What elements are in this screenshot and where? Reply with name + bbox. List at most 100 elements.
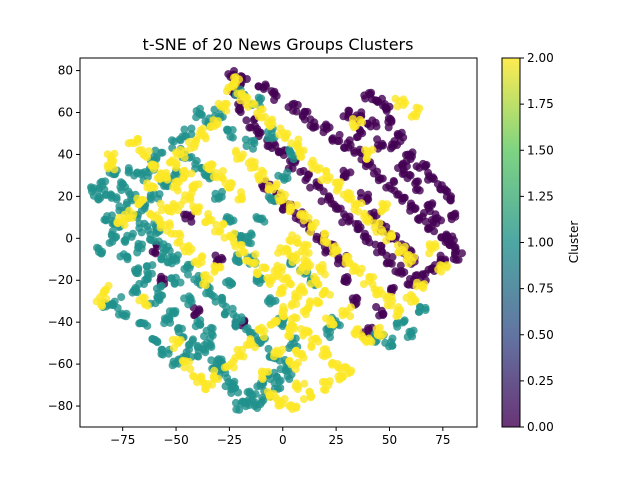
scatter-point [233,89,249,105]
y-tick-label: 0 [65,231,73,245]
scatter-dot [259,396,268,404]
scatter-point [92,293,111,310]
scatter-point [391,261,409,278]
scatter-dot [293,239,302,247]
scatter-dot [361,237,370,246]
scatter-dot [310,118,319,127]
scatter-dot [259,85,268,93]
scatter-dot [231,318,240,326]
scatter-dot [96,293,105,302]
scatter-dot [259,333,268,341]
scatter-dot [204,214,213,223]
scatter-dot [332,186,341,195]
scatter-dot [180,125,189,134]
scatter-point [291,379,309,393]
scatter-dot [328,135,337,144]
scatter-dot [101,215,110,224]
scatter-dot [307,341,316,350]
scatter-dot [287,360,296,369]
scatter-point [222,276,237,290]
scatter-point [402,290,420,306]
scatter-point [434,261,451,276]
scatter-dot [192,113,201,122]
scatter-dot [225,214,234,223]
scatter-dot [368,116,377,125]
scatter-point [442,187,455,205]
scatter-dot [196,126,205,135]
scatter-point [425,240,440,258]
scatter-dot [255,279,264,287]
scatter-dot [339,190,348,199]
scatter-dot [181,357,190,366]
scatter-dot [266,194,275,203]
scatter-dot [210,105,219,114]
scatter-dot [382,259,391,268]
scatter-dot [312,334,321,343]
scatter-dot [120,236,129,245]
scatter-dot [145,235,154,244]
scatter-point [206,116,223,131]
scatter-point [398,166,415,183]
scatter-dot [210,122,219,131]
scatter-point [180,188,196,205]
scatter-dot [197,258,206,267]
scatter-point [382,292,397,310]
scatter-point [414,303,430,316]
scatter-dot [306,183,315,192]
scatter-dot [398,196,407,205]
scatter-dot [155,173,163,182]
scatter-dot [287,280,295,289]
scatter-point [143,179,159,192]
scatter-dot [375,323,384,332]
scatter-point [423,199,437,216]
scatter-point [274,168,292,184]
scatter-dot [209,116,218,125]
scatter-dot [371,240,380,249]
scatter-point [281,365,296,383]
scatter-dot [299,395,308,404]
scatter-dot [147,161,156,170]
scatter-dot [119,311,128,320]
scatter-point [321,314,338,329]
scatter-dot [266,121,274,130]
scatter-dot [211,265,220,274]
scatter-point [242,250,260,268]
scatter-dot [249,144,257,153]
y-tick-label: −80 [48,399,73,413]
scatter-dot [254,171,263,180]
scatter-dot [175,229,184,238]
scatter-point [128,283,142,297]
scatter-point [437,230,452,245]
x-tick-label: −75 [110,433,135,447]
scatter-dot [165,158,174,167]
scatter-point [252,263,270,278]
scatter-dot [222,302,231,311]
scatter-point [359,273,378,289]
scatter-dot [331,247,340,256]
scatter-point [169,177,183,195]
scatter-dot [378,248,387,256]
scatter-point [201,210,216,227]
scatter-point [113,304,131,321]
scatter-dot [135,296,144,305]
scatter-dot [319,385,328,394]
scatter-dot [369,169,378,178]
scatter-dot [219,219,228,228]
cluster-0-points [148,67,466,340]
scatter-dot [302,267,311,276]
scatter-dot [207,323,215,332]
scatter-dot [176,336,185,345]
scatter-dot [272,272,281,281]
scatter-dot [300,328,309,337]
scatter-point [178,356,195,374]
scatter-point [193,345,210,361]
scatter-dot [237,316,246,325]
scatter-point [319,120,334,137]
scatter-dot [383,200,392,209]
cluster-2-points [92,73,451,414]
colorbar [501,57,521,428]
scatter-point [254,323,269,341]
scatter-dot [215,227,224,236]
scatter-point [135,293,152,310]
scatter-dot [135,279,144,288]
